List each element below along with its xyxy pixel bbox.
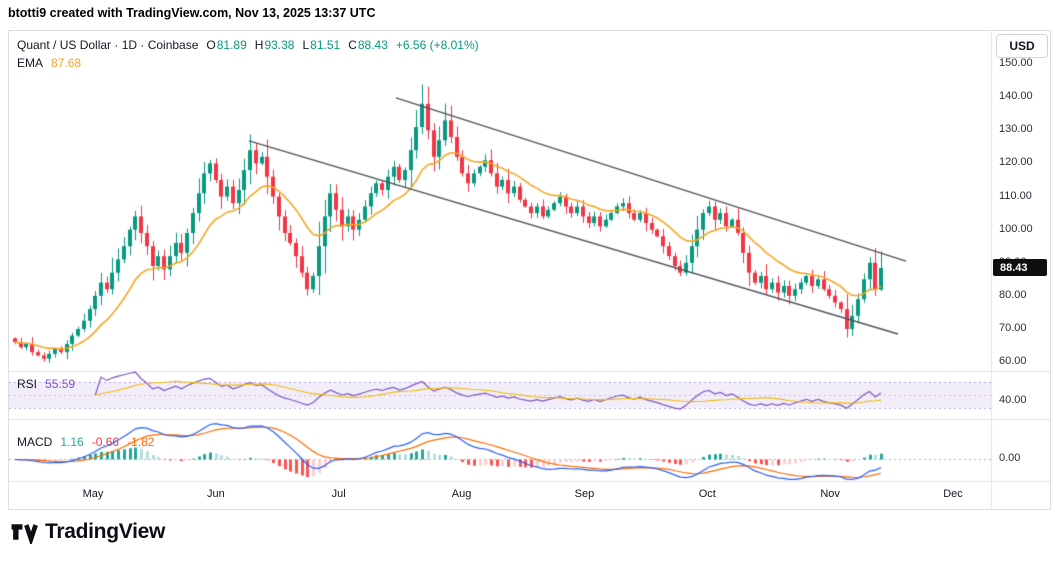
price-axis-label: 140.00	[999, 90, 1033, 103]
price-axis-label: 100.00	[999, 222, 1033, 235]
time-axis-label: Oct	[698, 488, 716, 500]
time-axis-label: Nov	[820, 488, 840, 500]
time-axis-label: Jun	[206, 488, 225, 500]
price-axis-label: 120.00	[999, 156, 1033, 169]
tradingview-logo-icon	[11, 524, 38, 544]
attribution-text: btotti9 created with TradingView.com, No…	[8, 6, 376, 20]
chart-panel: Quant / US Dollar · 1D · Coinbase O 81.89…	[8, 30, 1051, 510]
rsi-axis-label: 40.00	[999, 394, 1027, 407]
time-axis-label: Aug	[451, 488, 472, 500]
time-axis-label: May	[82, 488, 104, 500]
price-chart-canvas[interactable]	[9, 31, 1050, 509]
price-axis-label: 80.00	[999, 288, 1027, 301]
macd-axis-label: 0.00	[999, 452, 1021, 464]
time-axis-label: Dec	[943, 488, 963, 500]
price-axis-label: 130.00	[999, 123, 1033, 136]
last-price-badge: 88.43	[993, 259, 1047, 277]
tradingview-logo[interactable]: TradingView	[10, 520, 165, 544]
price-axis-label: 60.00	[999, 355, 1027, 368]
currency-toggle-button[interactable]: USD	[996, 34, 1048, 58]
tradingview-logo-text: TradingView	[45, 520, 166, 543]
time-axis-label: Sep	[574, 488, 595, 500]
price-axis-label: 70.00	[999, 321, 1027, 334]
time-axis-label: Jul	[331, 488, 346, 500]
price-axis-label: 110.00	[999, 189, 1032, 202]
price-axis-label: 150.00	[999, 57, 1033, 70]
